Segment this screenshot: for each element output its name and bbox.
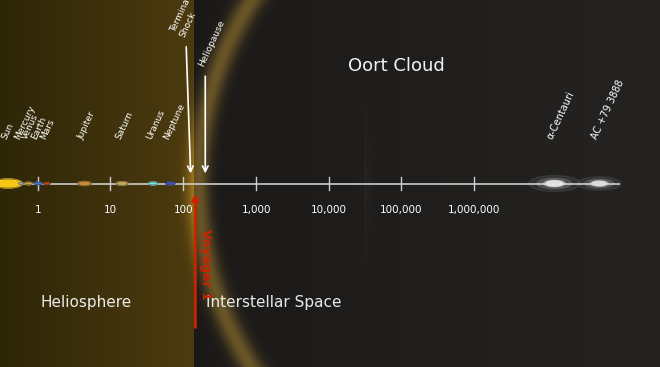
Text: α-Centauri: α-Centauri xyxy=(545,90,576,141)
Text: Voyager 1: Voyager 1 xyxy=(199,229,213,299)
Polygon shape xyxy=(546,181,563,186)
Polygon shape xyxy=(590,181,609,186)
Text: 10,000: 10,000 xyxy=(311,205,346,215)
Polygon shape xyxy=(543,180,566,187)
Polygon shape xyxy=(585,179,614,188)
Text: AC +79 3888: AC +79 3888 xyxy=(590,79,626,141)
Text: Termination
Shock: Termination Shock xyxy=(168,0,209,39)
Polygon shape xyxy=(44,182,50,185)
Polygon shape xyxy=(148,182,158,185)
Polygon shape xyxy=(529,175,580,192)
Polygon shape xyxy=(18,183,24,184)
Text: Heliopause: Heliopause xyxy=(197,18,226,68)
Polygon shape xyxy=(34,182,42,185)
Text: 10: 10 xyxy=(104,205,117,215)
Text: Venus: Venus xyxy=(20,113,40,141)
Text: 100,000: 100,000 xyxy=(380,205,422,215)
Polygon shape xyxy=(537,178,572,189)
Polygon shape xyxy=(78,181,91,186)
Text: Sun: Sun xyxy=(0,122,15,141)
Text: Heliosphere: Heliosphere xyxy=(40,295,131,310)
Polygon shape xyxy=(116,182,128,185)
Text: Neptune: Neptune xyxy=(162,102,187,141)
Polygon shape xyxy=(0,179,22,188)
Text: Earth: Earth xyxy=(30,116,49,141)
Text: Interstellar Space: Interstellar Space xyxy=(206,295,342,310)
Text: Oort Cloud: Oort Cloud xyxy=(348,57,444,75)
Text: Mercury: Mercury xyxy=(13,104,37,141)
Polygon shape xyxy=(578,177,621,190)
Text: Mars: Mars xyxy=(39,118,56,141)
Text: Uranus: Uranus xyxy=(145,109,166,141)
Text: Jupiter: Jupiter xyxy=(77,110,97,141)
Polygon shape xyxy=(166,182,175,185)
Text: 1: 1 xyxy=(35,205,42,215)
Text: 100: 100 xyxy=(174,205,193,215)
Text: 1,000,000: 1,000,000 xyxy=(447,205,500,215)
Polygon shape xyxy=(24,182,32,185)
Text: 1,000: 1,000 xyxy=(242,205,271,215)
Text: Saturn: Saturn xyxy=(114,110,135,141)
Polygon shape xyxy=(592,181,607,186)
